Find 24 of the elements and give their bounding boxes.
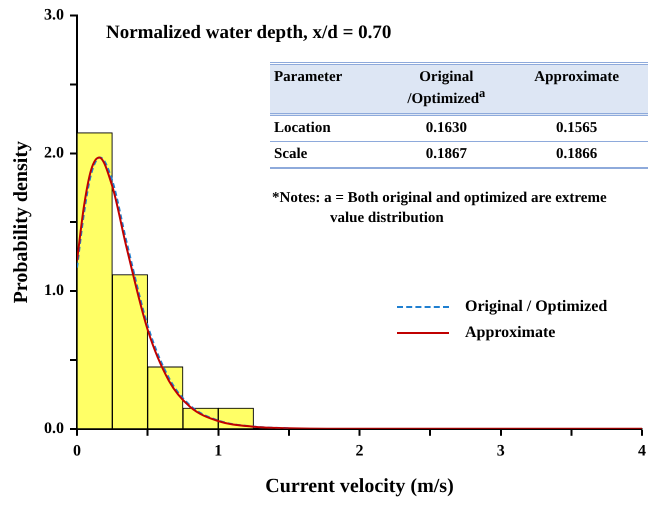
annotation: 0.1866 [505, 142, 648, 168]
legend-label: Original / Optimized [465, 298, 608, 316]
legend-label: Approximate [465, 324, 556, 342]
y-tick-label: 0.0 [44, 420, 64, 437]
annotation: 0.1867 [387, 142, 506, 168]
annotation: *Notes: a = Both original and optimized are extreme value distribution [272, 189, 608, 228]
x-axis-title: Current velocity (m/s) [265, 475, 454, 498]
annotation: 0.1630 [387, 114, 506, 142]
annotation: Approximate [505, 64, 648, 114]
x-tick-label: 4 [638, 442, 646, 460]
annotation: Scale [270, 142, 388, 168]
x-tick-label: 0 [73, 442, 81, 460]
annotation: Original /Optimized$^{a}$ [387, 64, 506, 114]
chart-title: Normalized water depth, x/d = 0.70 [106, 22, 392, 44]
y-tick-label: 2.0 [44, 144, 64, 162]
x-tick-label: 1 [214, 442, 222, 460]
y-axis-title: Probability density [10, 140, 32, 304]
x-tick-label: 2 [356, 442, 364, 460]
y-tick-label: 3.0 [44, 6, 64, 24]
annotation: Parameter [270, 64, 388, 114]
x-tick-label: 3 [496, 442, 505, 460]
annotation: Location [270, 114, 388, 142]
annotation: 0.1565 [505, 114, 648, 142]
y-tick-label: 1.0 [44, 282, 64, 300]
